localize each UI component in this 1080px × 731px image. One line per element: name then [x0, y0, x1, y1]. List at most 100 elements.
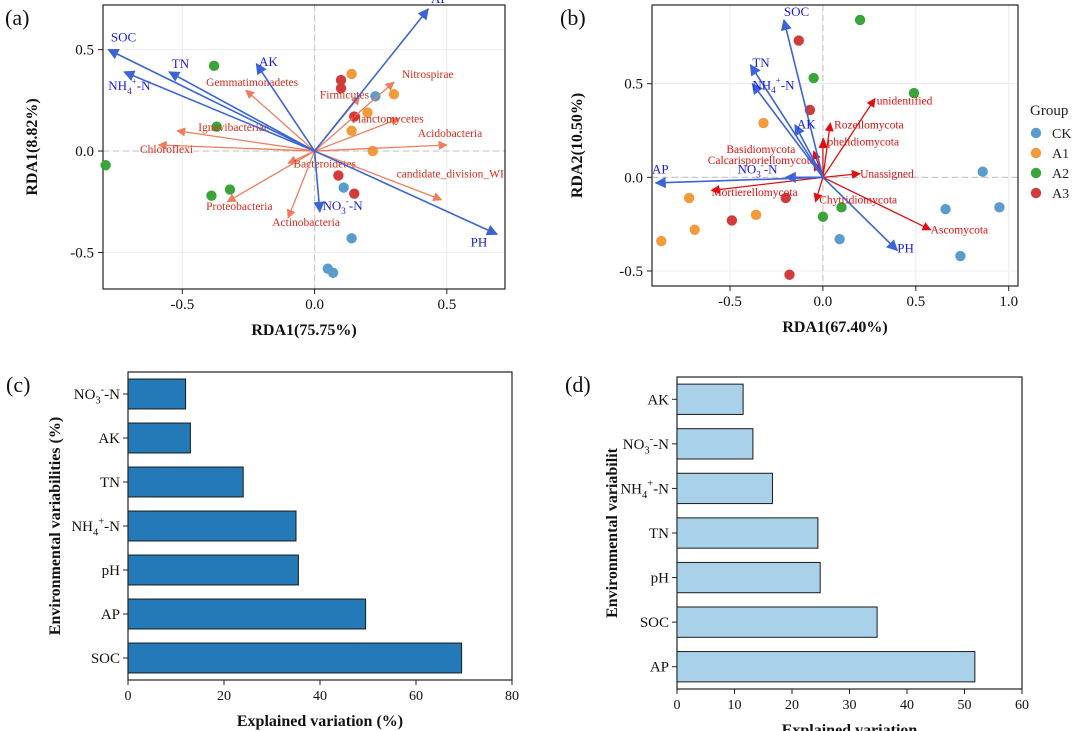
species-arrow: [314, 117, 401, 152]
env-label: TN: [752, 55, 770, 70]
env-arrow: [168, 71, 315, 152]
env-arrow: [123, 70, 315, 152]
sample-point-a3: [793, 35, 804, 46]
sample-point-ck: [327, 267, 339, 278]
env-arrow: [751, 82, 824, 178]
sample-point-a3: [784, 269, 795, 280]
y-tick-label: -0.5: [619, 264, 643, 280]
x-tick-label: 20: [217, 689, 231, 704]
category-label: NH4+-N: [71, 516, 120, 538]
species-label: candidate_division_WI: [397, 168, 504, 180]
panel-a-rda-bacteria: (a) -0.5 0.0 0.5 -0.5 0.0 0.5 RDA1(75.75%) RDA1(…: [5, 0, 506, 339]
sample-point-a1: [689, 224, 700, 235]
bar-0: [127, 378, 187, 410]
sample-point-a2: [211, 121, 222, 132]
sample-point-a1: [388, 89, 400, 100]
species-arrow: [176, 127, 315, 152]
env-label: NH4+-N: [752, 75, 795, 95]
species-label: Chloroflexi: [140, 144, 193, 156]
env-label: AP: [431, 0, 448, 6]
plot-frame: [102, 4, 506, 290]
category-label: SOC: [640, 615, 669, 631]
sample-point-ck: [994, 202, 1005, 213]
species-arrow: [226, 150, 315, 203]
bar-3: [127, 510, 297, 542]
sample-point-a3: [349, 188, 360, 199]
env-label: PH: [471, 234, 488, 249]
species-arrow: [314, 150, 443, 202]
sample-point-a3: [780, 192, 791, 204]
env-label: SOC: [784, 4, 809, 19]
env-label: SOC: [111, 30, 136, 45]
species-arrow: [157, 140, 315, 152]
category-label: pH: [102, 563, 121, 579]
y-tick-label: -0.5: [70, 245, 94, 261]
bar-4: [127, 554, 299, 586]
panel-d-bar-fungi: (d) AK NO3--N NH4+-N TN pH SOC AP 0 10 20 30 40 50 60 E…: [565, 372, 1029, 731]
species-label: Unassigned: [860, 168, 914, 180]
sample-point-a2: [808, 72, 819, 84]
sample-point-ck: [834, 233, 845, 245]
legend-title: Group: [1030, 103, 1068, 119]
sample-point-a1: [683, 192, 695, 204]
bar-1: [127, 422, 191, 454]
species-label: Proteobacteria: [206, 201, 272, 213]
x-tick-label: 1.0: [999, 294, 1018, 310]
x-tick-label: -0.5: [718, 294, 742, 310]
env-arrow: [313, 150, 325, 214]
sample-point-a1: [758, 117, 769, 129]
env-arrow: [313, 8, 430, 152]
sample-point-a2: [817, 211, 829, 222]
sample-point-a2: [206, 190, 217, 201]
x-tick-label: 40: [900, 698, 914, 713]
sample-point-a3: [726, 215, 738, 226]
species-label: Bacteroidetes: [293, 158, 356, 170]
species-arrow: [245, 89, 316, 152]
category-label: NO3--N: [74, 384, 120, 406]
category-label: AP: [650, 660, 669, 676]
sample-point-a1: [346, 68, 357, 80]
category-label: AK: [647, 392, 669, 408]
bar-5: [676, 606, 878, 638]
species-arrow: [822, 176, 932, 231]
category-label: AP: [101, 607, 120, 623]
legend-entry: A3: [1052, 187, 1069, 202]
x-tick-label: 0.0: [814, 294, 833, 310]
x-tick-label: 30: [843, 698, 857, 713]
legend-entry: A2: [1052, 167, 1069, 182]
y-axis-label: RDA2(10.50%): [569, 93, 586, 198]
species-label: Gemmatimonadetes: [206, 77, 298, 89]
bar-6: [676, 651, 976, 683]
env-label: AP: [652, 162, 669, 177]
species-label: Basidiomycota: [726, 144, 795, 156]
sample-point-a2: [836, 202, 847, 213]
species-label: Calcarisporiellomycota: [708, 155, 815, 167]
sample-point-a1: [656, 235, 667, 247]
sample-point-a1: [362, 107, 373, 118]
species-label: Actinobacteria: [272, 217, 340, 229]
sample-point-a1: [346, 125, 357, 136]
sample-point-ck: [370, 91, 381, 102]
sample-point-ck: [346, 233, 357, 244]
env-arrow: [654, 176, 823, 189]
category-label: pH: [651, 571, 670, 587]
panel-c-bar-bacteria: (c) NO3--N AK TN NH4+-N pH AP SOC 0 20 40 60 80 Expla…: [6, 371, 519, 730]
category-label: SOC: [91, 651, 120, 667]
panel-b-rda-fungi: (b) -0.5 0.0 0.5 1.0 -0.5 0.0 0.5 RDA1(67.40%) RD…: [560, 4, 1071, 336]
bar-0: [676, 383, 744, 415]
panel-label: (b): [560, 5, 586, 30]
sample-point-ck: [955, 250, 966, 262]
y-tick-label: 0.0: [624, 170, 643, 186]
species-label: Acidobacteria: [418, 128, 483, 140]
sample-point-a2: [908, 87, 920, 99]
species-arrow: [710, 176, 823, 195]
x-tick-label: 40: [313, 689, 327, 704]
x-tick-label: 0: [674, 698, 681, 713]
sample-point-a3: [335, 74, 347, 86]
sample-point-a1: [750, 209, 762, 221]
env-arrow: [314, 150, 499, 236]
x-tick-label: 80: [505, 689, 519, 704]
x-axis-label: RDA1(75.75%): [251, 322, 356, 339]
x-tick-label: 50: [958, 698, 972, 713]
